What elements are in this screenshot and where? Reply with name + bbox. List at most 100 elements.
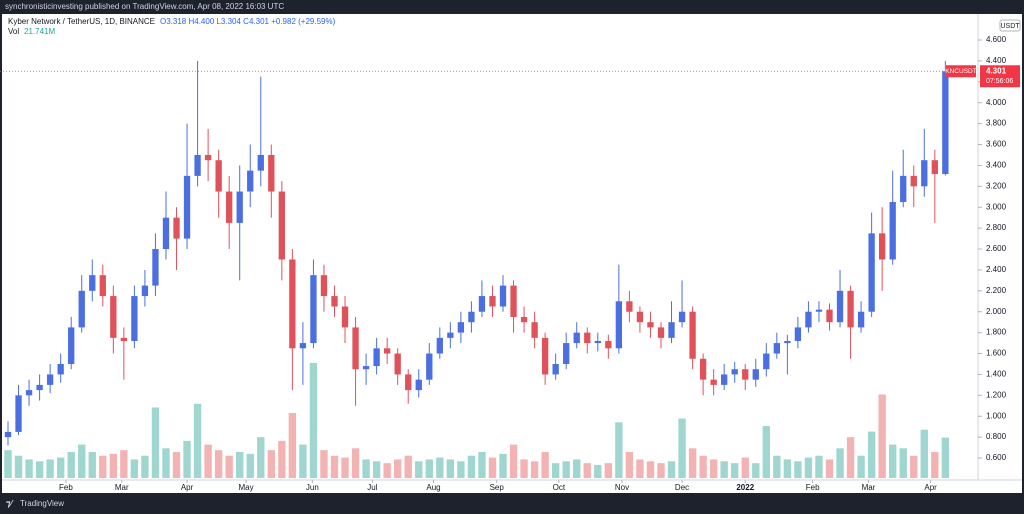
candle-body bbox=[341, 306, 349, 328]
candle-body bbox=[457, 322, 465, 333]
candle-body bbox=[636, 311, 644, 323]
y-tick-label: 3.400 bbox=[986, 161, 1007, 170]
candle-body bbox=[447, 332, 454, 338]
candle-body bbox=[426, 353, 433, 380]
candle-body bbox=[236, 191, 243, 223]
x-tick-label: Mar bbox=[862, 483, 876, 492]
volume-bar bbox=[709, 459, 718, 478]
currency-box bbox=[999, 19, 1021, 32]
candle-body bbox=[784, 340, 791, 344]
candle-body bbox=[721, 374, 728, 385]
candle-body bbox=[215, 160, 222, 192]
volume-bar bbox=[25, 459, 33, 478]
candle-body bbox=[805, 311, 812, 328]
volume-bar bbox=[267, 450, 275, 478]
volume-bar bbox=[341, 457, 349, 478]
candle-body bbox=[131, 296, 138, 341]
volume-bar bbox=[699, 455, 707, 478]
candle-body bbox=[489, 296, 496, 307]
candle-body bbox=[942, 71, 949, 174]
volume-bar bbox=[509, 444, 518, 478]
candle-body bbox=[204, 154, 212, 161]
volume-bar bbox=[478, 452, 486, 478]
symbol-tag bbox=[946, 65, 976, 78]
x-tick-label: Apr bbox=[181, 483, 194, 492]
volume-bar bbox=[583, 463, 591, 478]
candle-body bbox=[120, 337, 128, 341]
volume-legend-name: Vol bbox=[8, 27, 19, 36]
volume-bar bbox=[530, 461, 539, 478]
volume-bar bbox=[636, 459, 644, 478]
publisher: synchronisticinvesting published on Trad… bbox=[5, 2, 284, 11]
y-tick-label: 3.800 bbox=[986, 119, 1007, 128]
candle-body bbox=[910, 175, 917, 187]
y-tick-label: 4.400 bbox=[986, 56, 1007, 65]
y-tick-label: 2.200 bbox=[986, 286, 1007, 295]
candle-body bbox=[742, 369, 749, 380]
volume-bar bbox=[488, 457, 497, 478]
candle-body bbox=[352, 327, 359, 370]
volume-bar bbox=[109, 453, 118, 478]
volume-bar bbox=[330, 455, 339, 478]
volume-bar bbox=[899, 448, 907, 478]
volume-bar bbox=[657, 463, 665, 478]
candle-body bbox=[657, 327, 665, 338]
candle-body bbox=[499, 285, 507, 307]
y-tick-label: 1.200 bbox=[986, 390, 1007, 399]
candle-body bbox=[468, 311, 475, 323]
volume-bar bbox=[299, 444, 307, 478]
candle-body bbox=[710, 379, 717, 385]
x-tick-label: Jul bbox=[367, 483, 377, 492]
y-tick-label: 1.800 bbox=[986, 328, 1007, 337]
volume-bar bbox=[372, 461, 381, 478]
chart-panel bbox=[2, 14, 1022, 493]
volume-bar bbox=[941, 437, 950, 478]
volume-bar bbox=[446, 459, 455, 478]
candle-body bbox=[362, 366, 370, 370]
volume-bar bbox=[499, 453, 507, 478]
volume-bar bbox=[309, 362, 318, 478]
volume-bar bbox=[878, 394, 886, 478]
candle-body bbox=[626, 301, 633, 312]
volume-bar bbox=[931, 452, 939, 478]
volume-bar bbox=[815, 455, 823, 478]
volume-bar bbox=[752, 463, 760, 478]
volume-legend-value: 21.741M bbox=[24, 27, 55, 36]
volume-bar bbox=[920, 429, 928, 478]
candle-body bbox=[689, 311, 696, 359]
candle-body bbox=[89, 275, 96, 291]
volume-bar bbox=[214, 450, 223, 478]
volume-bar bbox=[436, 457, 444, 478]
volume-bar bbox=[573, 459, 581, 478]
x-tick-label: Mar bbox=[115, 483, 129, 492]
volume-bar bbox=[246, 453, 254, 478]
candle-body bbox=[900, 175, 907, 203]
candle-body bbox=[141, 285, 149, 297]
volume-bar bbox=[88, 452, 96, 478]
candle-body bbox=[552, 363, 559, 375]
candle-body bbox=[752, 369, 759, 380]
volume-bar bbox=[646, 461, 655, 478]
currency: USDT bbox=[1000, 23, 1020, 30]
candle-body bbox=[194, 154, 201, 176]
volume-bar bbox=[288, 413, 297, 478]
volume-bar bbox=[836, 448, 844, 478]
volume-bar bbox=[467, 455, 476, 478]
y-tick-label: 2.800 bbox=[986, 223, 1007, 232]
candle-body bbox=[247, 170, 254, 192]
volume-bar bbox=[889, 444, 897, 478]
candle-body bbox=[4, 431, 12, 438]
candle-body bbox=[699, 358, 707, 380]
candle-body bbox=[731, 369, 738, 375]
volume-bar bbox=[773, 455, 781, 478]
volume-bar bbox=[78, 444, 86, 478]
x-tick-label: Feb bbox=[59, 483, 73, 492]
candle-body bbox=[152, 249, 159, 286]
volume-bar bbox=[99, 455, 107, 478]
volume-bar bbox=[236, 452, 244, 478]
candle-body bbox=[226, 191, 233, 223]
candle-body bbox=[478, 296, 486, 312]
y-tick-label: 1.400 bbox=[986, 370, 1007, 379]
candle-body bbox=[278, 191, 285, 260]
candle-body bbox=[394, 353, 401, 375]
